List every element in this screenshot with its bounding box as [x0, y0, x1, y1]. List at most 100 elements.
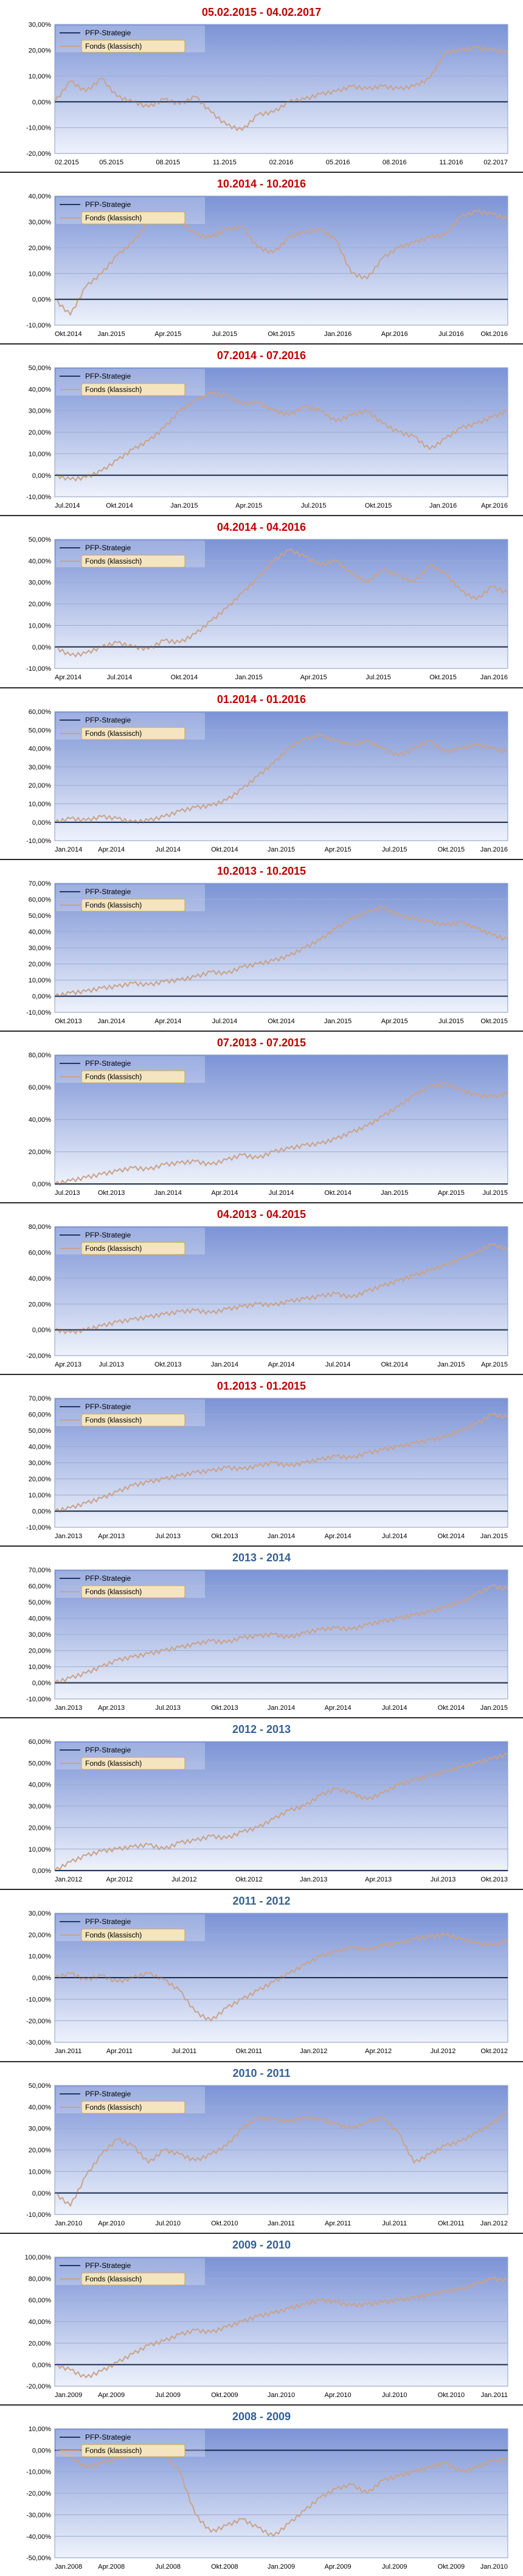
x-tick-label: Okt.2016: [480, 331, 508, 338]
y-tick-label: 10,00%: [29, 623, 51, 630]
legend-highlight: [81, 1757, 185, 1770]
legend-fund-label: Fonds (klassisch): [85, 214, 142, 222]
legend-highlight: [81, 1585, 185, 1598]
y-tick-label: 40,00%: [29, 928, 51, 936]
legend-fund-label: Fonds (klassisch): [85, 729, 142, 738]
x-tick-label: Jul.2012: [431, 2048, 456, 2056]
fund-series-line: [54, 391, 508, 482]
x-tick-label: Jan.2015: [480, 1704, 508, 1712]
x-tick-label: 08.2016: [383, 159, 407, 166]
x-tick-label: Jan.2015: [170, 502, 198, 509]
legend-fund-label: Fonds (klassisch): [85, 2446, 142, 2455]
x-tick-label: 11.2015: [213, 159, 237, 166]
x-tick-label: Jul.2013: [155, 1533, 181, 1540]
y-tick-label: 60,00%: [29, 896, 51, 903]
x-tick-label: Jan.2011: [481, 2392, 508, 2399]
x-tick-label: Apr.2012: [365, 2048, 392, 2056]
y-tick-label: 10,00%: [29, 1953, 51, 1961]
y-tick-label: 0,00%: [32, 819, 51, 826]
x-tick-label: Apr.2008: [98, 2563, 125, 2571]
fund-series-line: [54, 1412, 508, 1513]
x-tick-label: Okt.2015: [429, 674, 457, 682]
x-tick-label: Jan.2014: [211, 1361, 238, 1368]
x-tick-label: Okt.2013: [480, 1876, 508, 1883]
x-tick-label: Okt.2009: [438, 2563, 465, 2571]
y-tick-label: 20,00%: [29, 1476, 51, 1483]
x-tick-label: Jan.2013: [300, 1876, 327, 1883]
x-tick-label: Jan.2016: [429, 502, 457, 509]
x-tick-label: Jul.2014: [55, 502, 80, 509]
legend-strategy-label: PFP-Strategie: [85, 29, 131, 37]
y-tick-label: 40,00%: [29, 558, 51, 565]
legend-highlight: [81, 211, 185, 225]
chart-panel: 2012 - 2013 0,00% 10,00% 20,00% 30,00% 40,00%…: [0, 1717, 523, 1889]
x-tick-label: Okt.2014: [106, 502, 133, 509]
chart-svg: -10,00% 0,00% 10,00% 20,00% 30,00% 40,00% 50,0…: [26, 709, 508, 853]
legend-strategy-label: PFP-Strategie: [85, 887, 131, 896]
x-tick-label: Apr.2013: [98, 1533, 125, 1540]
panel-separator: [0, 1030, 523, 1032]
x-tick-label: Apr.2010: [98, 2220, 125, 2227]
x-tick-label: Apr.2010: [325, 2392, 352, 2399]
x-tick-label: Jan.2015: [381, 1189, 408, 1197]
chart-title: 2013 - 2014: [232, 1552, 291, 1564]
fund-series-line: [54, 905, 508, 998]
legend-strategy-label: PFP-Strategie: [85, 1231, 131, 1239]
chart-title: 07.2013 - 07.2015: [216, 1036, 307, 1049]
y-tick-label: 20,00%: [29, 1932, 51, 1939]
x-tick-label: Jul.2014: [212, 1018, 238, 1025]
chart-title: 04.2014 - 04.2016: [216, 521, 307, 534]
x-tick-label: Apr.2016: [381, 331, 408, 338]
chart-title: 2009 - 2010: [232, 2238, 291, 2251]
fund-series-line: [54, 1584, 508, 1684]
x-tick-label: Jan.2010: [480, 2563, 508, 2571]
y-tick-label: 20,00%: [29, 961, 51, 968]
chart-svg: -20,00% 0,00% 20,00% 40,00% 60,00% 80,00% Apr.…: [26, 1223, 508, 1368]
x-tick-label: Apr.2013: [55, 1361, 81, 1368]
legend-highlight: [81, 1242, 185, 1255]
y-tick-label: 40,00%: [29, 1444, 51, 1451]
chart-svg: -10,00% 0,00% 10,00% 20,00% 30,00% 40,00% 50,0…: [26, 1567, 508, 1712]
y-tick-label: 0,00%: [32, 993, 51, 1000]
x-tick-label: Jul.2014: [269, 1189, 294, 1197]
y-tick-label: 0,00%: [32, 99, 51, 106]
x-tick-label: Jan.2015: [324, 1018, 352, 1025]
chart-panel: 10.2013 - 10.2015 -10,00% 0,00% 10,00% 20,00…: [0, 858, 523, 1031]
x-tick-label: 05.2015: [99, 159, 123, 166]
x-tick-label: Jul.2010: [382, 2392, 407, 2399]
y-tick-label: 20,00%: [29, 601, 51, 608]
legend-strategy-label: PFP-Strategie: [85, 544, 131, 552]
x-tick-label: Apr.2014: [98, 846, 125, 853]
x-tick-label: Jan.2013: [55, 1533, 82, 1540]
chart-svg: -10,00% 0,00% 10,00% 20,00% 30,00% 40,00% 50,0…: [26, 2082, 508, 2227]
chart-panel: 04.2014 - 04.2016 -10,00% 0,00% 10,00% 20,00…: [0, 515, 523, 687]
fund-series-line: [54, 1933, 508, 2022]
x-tick-label: Apr.2013: [365, 1876, 392, 1883]
x-tick-label: Jan.2010: [268, 2392, 295, 2399]
y-tick-label: 40,00%: [29, 1615, 51, 1623]
legend-fund-label: Fonds (klassisch): [85, 557, 142, 565]
x-tick-label: 02.2015: [55, 159, 79, 166]
chart-title: 04.2013 - 04.2015: [216, 1208, 307, 1220]
x-tick-label: Apr.2015: [235, 502, 262, 509]
y-tick-label: 30,00%: [29, 1910, 51, 1917]
x-tick-label: Okt.2014: [268, 1018, 295, 1025]
legend-highlight: [81, 40, 185, 53]
chart-svg: -20,00% 0,00% 20,00% 40,00% 60,00% 80,00% 100,…: [25, 2254, 508, 2399]
y-tick-label: -30,00%: [26, 2511, 51, 2519]
y-tick-label: 10,00%: [29, 1846, 51, 1853]
x-tick-label: Okt.2015: [268, 331, 295, 338]
y-tick-label: 40,00%: [29, 1116, 51, 1124]
chart-panel: 07.2013 - 07.2015 0,00% 20,00% 40,00% 60,00%…: [0, 1030, 523, 1202]
x-tick-label: Okt.2014: [324, 1189, 352, 1197]
y-tick-label: 10,00%: [29, 270, 51, 278]
panel-separator: [0, 2060, 523, 2062]
y-tick-label: 60,00%: [29, 1084, 51, 1091]
x-tick-label: Jul.2012: [171, 1876, 197, 1883]
y-tick-label: 40,00%: [29, 2319, 51, 2326]
x-tick-label: Apr.2009: [325, 2563, 352, 2571]
legend-strategy-label: PFP-Strategie: [85, 1402, 131, 1411]
y-tick-label: 20,00%: [29, 2147, 51, 2154]
x-tick-label: Apr.2015: [438, 1189, 465, 1197]
x-tick-label: Jul.2014: [325, 1361, 351, 1368]
